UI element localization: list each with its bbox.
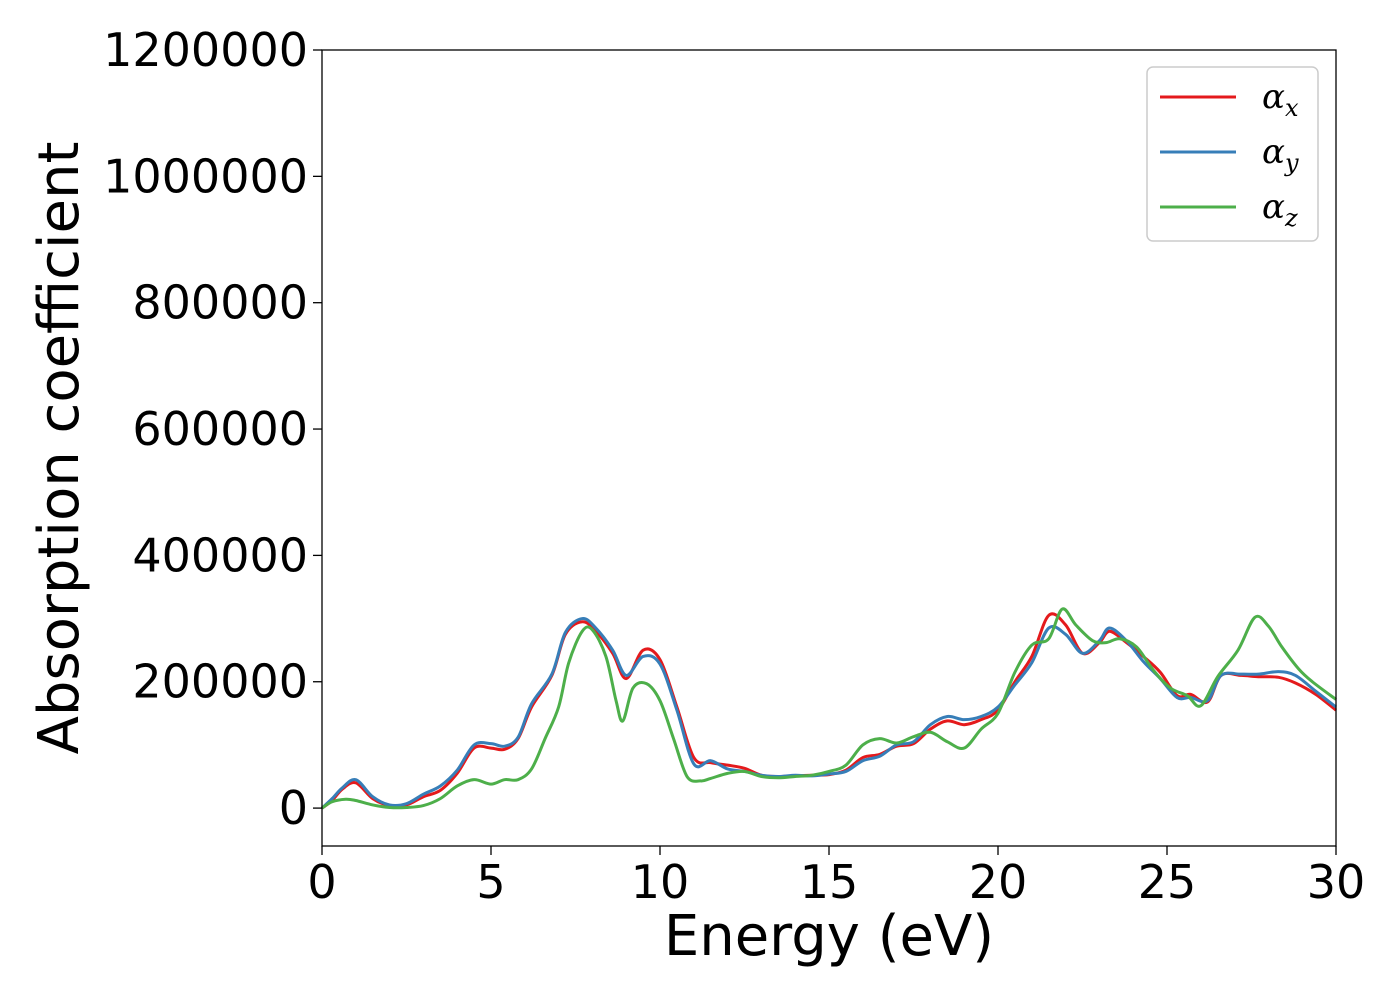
legend: αx αy αz xyxy=(1146,66,1319,242)
legend-label-alpha-y: αy xyxy=(1262,132,1299,177)
series-lines xyxy=(320,607,1337,810)
x-tick-label: 30 xyxy=(1307,855,1366,909)
y-tick-label: 800000 xyxy=(132,276,308,330)
y-tick-label: 400000 xyxy=(132,528,308,582)
x-tick-label: 20 xyxy=(969,855,1028,909)
x-tick-label: 5 xyxy=(476,855,505,909)
legend-box xyxy=(1146,66,1319,242)
x-axis-ticks: 0 5 10 15 20 25 30 xyxy=(307,846,1365,909)
x-tick-label: 25 xyxy=(1138,855,1197,909)
x-tick-label: 15 xyxy=(800,855,859,909)
y-tick-label: 600000 xyxy=(132,402,308,456)
x-tick-label: 10 xyxy=(631,855,690,909)
y-axis-ticks: 0 200000 400000 600000 800000 1000000 1200000 xyxy=(103,23,322,835)
y-axis-label: Absorption coefficient xyxy=(27,142,92,755)
x-tick-label: 0 xyxy=(307,855,336,909)
x-axis-label: Energy (eV) xyxy=(664,904,994,969)
y-tick-label: 1200000 xyxy=(103,23,308,77)
y-tick-label: 1000000 xyxy=(103,149,308,203)
y-tick-label: 200000 xyxy=(132,655,308,709)
legend-label-alpha-x: αx xyxy=(1262,77,1299,122)
y-tick-label: 0 xyxy=(279,781,308,835)
legend-label-alpha-z: αz xyxy=(1262,187,1298,232)
series-line-alpha-z xyxy=(321,607,1337,810)
